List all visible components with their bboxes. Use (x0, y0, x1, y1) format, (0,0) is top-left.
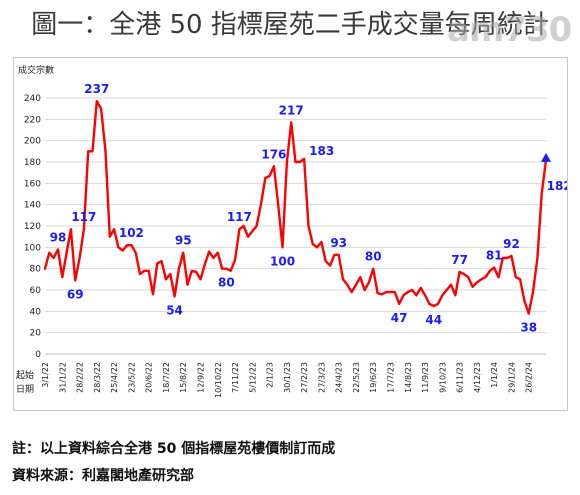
y-tick-label: 40 (30, 307, 42, 317)
footnote: 註：以上資料綜合全港 50 個指標屋苑樓價制訂而成 (12, 441, 336, 457)
x-tick-label: 10/10/22 (214, 362, 223, 398)
series-line (43, 100, 548, 315)
x-tick-label: 20/6/22 (145, 362, 154, 393)
watermark-logo: am730 (447, 10, 572, 50)
data-label: 98 (50, 230, 67, 244)
x-tick-label: 23/5/22 (127, 362, 136, 393)
x-tick-label: 1/1/24 (490, 362, 499, 388)
x-tick-label: 5/12/22 (248, 362, 257, 393)
data-label: 176 (261, 147, 286, 161)
chart-frame: 成交宗數 起始日期 0 20 40 60 80 100 120 140 160 180 200 220… (13, 57, 568, 411)
y-axis-label: 成交宗數 (18, 64, 54, 76)
data-label: 117 (71, 210, 96, 224)
y-tick-label: 240 (24, 94, 41, 104)
data-label: 217 (279, 104, 304, 118)
x-tick-label: 14/8/23 (404, 362, 413, 393)
data-label: 237 (84, 82, 109, 96)
x-tick-label: 4/12/23 (473, 362, 482, 393)
y-tick-label: 100 (24, 243, 41, 253)
x-tick-label: 11/9/23 (421, 362, 430, 393)
y-tick-label: 80 (30, 265, 42, 275)
x-tick-label: 7/11/22 (231, 362, 240, 393)
x-tick-label: 30/1/23 (283, 362, 292, 393)
y-tick-label: 180 (24, 158, 41, 168)
data-label: 80 (365, 250, 382, 264)
y-tick-label: 20 (30, 329, 42, 339)
page-title: 圖一：全港 50 指標屋苑二手成交量每周統計 (31, 10, 549, 40)
x-tick-label: 12/9/22 (196, 362, 205, 393)
x-tick-label: 25/4/22 (110, 362, 119, 393)
data-label: 182 (547, 179, 567, 193)
x-ticks: 3/1/22 31/1/22 28/2/22 28/3/22 25/4/22 23/5/2… (41, 362, 534, 398)
x-tick-label: 29/1/24 (507, 362, 516, 393)
x-tick-label: 22/5/23 (352, 362, 361, 393)
data-label: 100 (270, 254, 295, 268)
x-tick-label: 27/3/23 (317, 362, 326, 393)
data-label: 183 (309, 144, 334, 158)
x-tick-label: 28/3/22 (93, 362, 102, 393)
y-ticks: 0 20 40 60 80 100 120 140 160 180 200 220 240 (24, 94, 41, 360)
x-tick-label: 26/2/24 (525, 362, 534, 393)
y-tick-label: 120 (24, 222, 41, 232)
y-tick-label: 140 (24, 201, 41, 211)
y-tick-label: 200 (24, 137, 41, 147)
data-label: 93 (330, 236, 347, 250)
y-tick-label: 220 (24, 115, 41, 125)
x-tick-label: 27/2/23 (300, 362, 309, 393)
x-tick-label: 6/11/23 (456, 362, 465, 393)
data-label: 44 (425, 313, 442, 327)
source-note: 資料來源：利嘉閣地產研究部 (12, 468, 194, 484)
y-tick-label: 160 (24, 179, 41, 189)
x-tick-label: 15/8/22 (179, 362, 188, 393)
x-tick-label: 19/6/23 (369, 362, 378, 393)
data-label: 102 (119, 226, 144, 240)
data-labels: 98 69 117 237 102 54 95 80 117 176 100 217 183 93 80 47… (50, 82, 567, 334)
x-tick-label: 3/1/22 (41, 362, 50, 388)
data-label: 77 (451, 253, 468, 267)
data-label: 69 (67, 287, 84, 301)
data-label: 54 (166, 303, 183, 317)
x-tick-label: 28/2/22 (76, 362, 85, 393)
data-label: 80 (218, 276, 235, 290)
data-label: 47 (391, 311, 408, 325)
x-tick-label: 18/7/22 (162, 362, 171, 393)
y-tick-label: 0 (35, 350, 41, 360)
data-label: 38 (520, 320, 537, 334)
data-label: 95 (175, 234, 192, 248)
x-axis-label-part: 日期 (16, 384, 34, 395)
x-tick-label: 24/4/23 (335, 362, 344, 393)
data-label: 117 (227, 210, 252, 224)
y-tick-label: 60 (30, 286, 42, 296)
data-label: 81 (486, 249, 503, 263)
end-arrow-marker (541, 152, 551, 162)
x-tick-label: 31/1/22 (58, 362, 67, 393)
x-tick-label: 17/7/23 (387, 362, 396, 393)
x-tick-label: 2/1/23 (266, 362, 275, 388)
data-label: 92 (503, 237, 520, 251)
x-axis-label-part: 起始 (16, 369, 34, 381)
x-tick-label: 9/10/23 (438, 362, 447, 393)
